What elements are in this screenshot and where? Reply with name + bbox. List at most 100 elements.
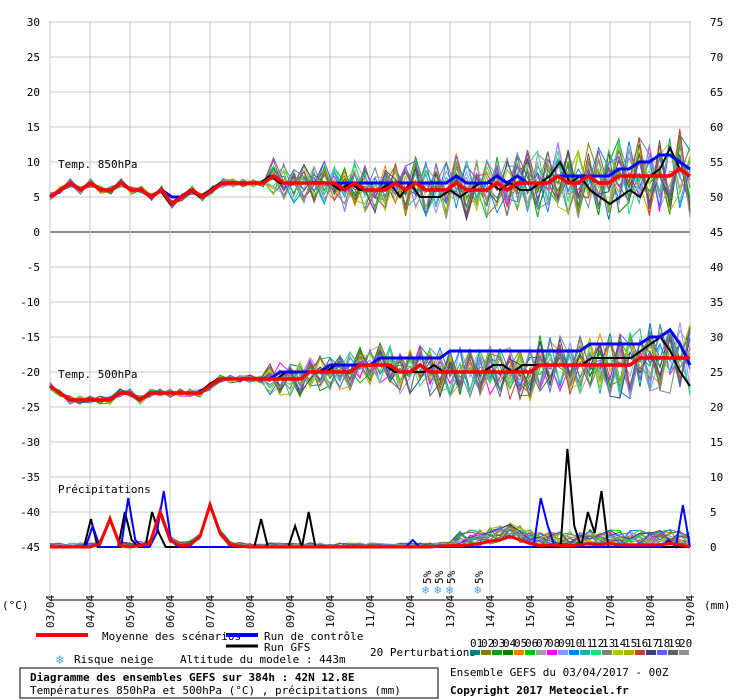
mean-precip-line xyxy=(50,500,691,549)
pert-number: 06 xyxy=(525,637,538,650)
x-tick-label: 08/04 xyxy=(244,595,257,628)
pert-number: 14 xyxy=(613,637,627,650)
y-right-tick-label: 25 xyxy=(710,366,723,379)
pert-number: 08 xyxy=(547,637,560,650)
chart-title: Diagramme des ensembles GEFS sur 384h : … xyxy=(30,671,355,684)
title-box xyxy=(19,667,439,699)
y-right-tick-label: 75 xyxy=(710,16,723,29)
x-tick-label: 07/04 xyxy=(204,595,217,628)
y-left-tick-label: 0 xyxy=(33,226,40,239)
pert-number: 10 xyxy=(569,637,582,650)
pert-swatch xyxy=(558,650,568,655)
pert-swatch xyxy=(668,650,678,655)
chart-subtitle: Températures 850hPa et 500hPa (°C) , pré… xyxy=(30,684,401,697)
y-left-tick-label: -35 xyxy=(20,471,40,484)
y-left-tick-label: 20 xyxy=(27,86,40,99)
snowflake-icon: ❄ xyxy=(434,583,441,597)
pert-number: 19 xyxy=(668,637,681,650)
y-left-tick-label: 10 xyxy=(27,156,40,169)
pert-swatch xyxy=(536,650,546,655)
y-right-tick-label: 50 xyxy=(710,191,723,204)
copyright: Copyright 2017 Meteociel.fr xyxy=(450,684,629,697)
x-tick-label: 05/04 xyxy=(124,595,137,628)
y-right-tick-label: 20 xyxy=(710,401,723,414)
pert-number: 16 xyxy=(635,637,648,650)
pert-swatch xyxy=(613,650,623,655)
pert-number: 12 xyxy=(591,637,604,650)
y-right-tick-label: 5 xyxy=(710,506,717,519)
snowflake-icon: ❄ xyxy=(422,583,429,597)
y-right-tick-label: 45 xyxy=(710,226,723,239)
pert-number: 18 xyxy=(657,637,670,650)
pert-swatch xyxy=(547,650,557,655)
snow-percent-label: 5% xyxy=(421,570,434,584)
y-left-tick-label: -45 xyxy=(20,541,40,554)
label-t500: Temp. 500hPa xyxy=(58,368,137,381)
snow-percent-label: 5% xyxy=(445,570,458,584)
pert-swatch xyxy=(569,650,579,655)
pert-swatch xyxy=(657,650,667,655)
pert-number: 04 xyxy=(503,637,517,650)
pert-swatch xyxy=(514,650,524,655)
pert-number: 17 xyxy=(646,637,659,650)
y-right-tick-label: 0 xyxy=(710,541,717,554)
y-right-tick-label: 65 xyxy=(710,86,723,99)
pert-number: 11 xyxy=(580,637,593,650)
pert-swatch xyxy=(646,650,656,655)
label-t850: Temp. 850hPa xyxy=(58,158,137,171)
y-axis-left: 30 25 20 15 10 5 0 -5 -10 -15 -20 -25 -30 -35 -40 -45 xyxy=(20,16,40,554)
mean-t850-line xyxy=(49,166,691,207)
x-tick-label: 19/04 xyxy=(684,595,697,628)
pert-number: 05 xyxy=(514,637,527,650)
x-tick-label: 10/04 xyxy=(324,595,337,628)
pert-number: 02 xyxy=(481,637,494,650)
y-left-tick-label: -25 xyxy=(20,401,40,414)
pert-swatch xyxy=(470,650,480,655)
x-tick-label: 11/04 xyxy=(364,595,377,628)
y-right-tick-label: 15 xyxy=(710,436,723,449)
y-right-tick-label: 60 xyxy=(710,121,723,134)
y-right-tick-label: 70 xyxy=(710,51,723,64)
snowflake-icon: ❄ xyxy=(474,583,481,597)
pert-swatch xyxy=(525,650,535,655)
pert-number: 13 xyxy=(602,637,615,650)
run-info: Ensemble GEFS du 03/04/2017 - 00Z xyxy=(450,666,669,679)
pert-number: 15 xyxy=(624,637,637,650)
x-tick-label: 16/04 xyxy=(564,595,577,628)
x-axis: 03/04 04/04 05/04 06/04 07/04 08/04 09/04 10/04… xyxy=(44,595,697,628)
pert-number: 07 xyxy=(536,637,549,650)
pert-number: 09 xyxy=(558,637,571,650)
pert-swatch xyxy=(481,650,491,655)
x-tick-label: 14/04 xyxy=(484,595,497,628)
pert-swatch xyxy=(580,650,590,655)
y-right-tick-label: 40 xyxy=(710,261,723,274)
y-left-tick-label: 25 xyxy=(27,51,40,64)
x-tick-label: 18/04 xyxy=(644,595,657,628)
right-unit: (mm) xyxy=(704,599,731,612)
legend-mean: Moyenne des scénarios xyxy=(102,630,241,643)
x-tick-label: 09/04 xyxy=(284,595,297,628)
y-left-tick-label: -20 xyxy=(20,366,40,379)
y-right-tick-label: 10 xyxy=(710,471,723,484)
y-left-tick-label: 30 xyxy=(27,16,40,29)
left-unit: (°C) xyxy=(2,599,29,612)
snow-percent-label: 5% xyxy=(433,570,446,584)
pert-swatch xyxy=(679,650,689,655)
snowflake-icon: ❄ xyxy=(446,583,453,597)
y-left-tick-label: -5 xyxy=(27,261,40,274)
pert-swatch xyxy=(591,650,601,655)
x-tick-label: 13/04 xyxy=(444,595,457,628)
snow-percent-label: 5% xyxy=(473,570,486,584)
y-left-tick-label: 15 xyxy=(27,121,40,134)
altitude-text: Altitude du modele : 443m xyxy=(180,653,346,666)
y-left-tick-label: -40 xyxy=(20,506,40,519)
x-tick-label: 04/04 xyxy=(84,595,97,628)
pert-number: 03 xyxy=(492,637,505,650)
legend-control: Run de contrôle xyxy=(264,630,363,643)
x-tick-label: 15/04 xyxy=(524,595,537,628)
pert-swatch xyxy=(635,650,645,655)
x-tick-label: 17/04 xyxy=(604,595,617,628)
